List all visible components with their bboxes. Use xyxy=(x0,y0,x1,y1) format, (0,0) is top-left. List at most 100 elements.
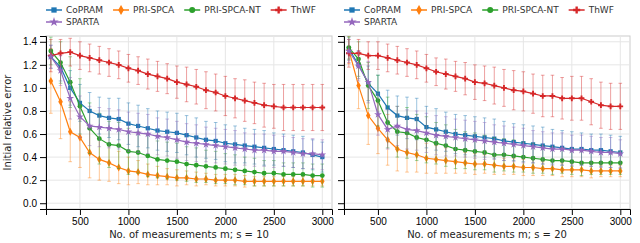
series xyxy=(345,39,624,167)
x-tick-label: 2000 xyxy=(215,216,238,227)
point xyxy=(232,95,238,101)
point xyxy=(579,95,585,101)
point xyxy=(364,78,372,85)
y-tick-mark xyxy=(338,134,344,135)
point xyxy=(578,146,586,153)
x-tick-mark xyxy=(523,209,524,215)
legend-item: PRI-SPCA xyxy=(411,5,473,15)
y-tick-label: 0.6 xyxy=(23,129,37,140)
y-tick xyxy=(338,42,344,43)
y-tick xyxy=(338,88,344,89)
point xyxy=(154,132,162,139)
point xyxy=(115,125,123,132)
x-tick-label: 3000 xyxy=(610,216,633,227)
y-tick-mark xyxy=(338,180,344,181)
y-tick-mark xyxy=(338,65,344,66)
legend-label: PRI-SPCA xyxy=(431,5,473,15)
point xyxy=(260,146,268,153)
grid-line-y xyxy=(344,64,630,65)
point xyxy=(491,83,497,89)
x-tick: 500 xyxy=(72,209,89,227)
point xyxy=(271,171,276,176)
grid-line-y xyxy=(46,180,332,181)
point xyxy=(549,145,557,152)
point xyxy=(569,95,575,101)
point xyxy=(252,100,258,106)
y-tick: 0.4 xyxy=(23,152,46,163)
grid-line-y xyxy=(46,203,332,204)
x-tick: 2000 xyxy=(513,209,536,227)
grid-line-y xyxy=(344,110,630,111)
y-tick-mark xyxy=(40,134,46,135)
y-axis xyxy=(338,37,345,210)
legend-swatch-marker xyxy=(49,17,59,26)
point xyxy=(490,138,498,145)
legend-swatch-marker xyxy=(51,7,56,12)
point xyxy=(252,170,257,175)
y-tick-mark xyxy=(338,88,344,89)
series xyxy=(346,36,622,176)
grid-line-x xyxy=(571,36,572,209)
series-line xyxy=(51,51,322,176)
y-tick xyxy=(338,203,344,204)
grid-line-y xyxy=(344,157,630,158)
x-tick-label: 3000 xyxy=(312,216,335,227)
point xyxy=(481,137,489,144)
point xyxy=(174,79,180,85)
point xyxy=(213,90,219,96)
x-tick-mark xyxy=(322,209,323,215)
x-axis: 50010001500200025003000 xyxy=(345,209,633,227)
point xyxy=(68,128,73,136)
x-axis: 50010001500200025003000 xyxy=(47,209,335,227)
point xyxy=(310,173,315,178)
x-tick-label: 1500 xyxy=(464,216,487,227)
x-tick-mark xyxy=(80,209,81,215)
y-tick-mark xyxy=(40,65,46,66)
y-tick-mark xyxy=(40,42,46,43)
series-line xyxy=(349,51,620,154)
panel: 50010001500200025003000No. of measuremen… xyxy=(338,36,632,240)
legend-item: PRI-SPCA xyxy=(113,5,175,15)
chart-svg: 500100015002000250030000.00.20.40.60.81.… xyxy=(0,0,640,243)
grid-line-y xyxy=(46,41,332,42)
x-tick-mark xyxy=(378,209,379,215)
point xyxy=(365,53,371,59)
point xyxy=(87,55,93,61)
grid xyxy=(344,36,630,209)
point xyxy=(299,150,307,157)
point xyxy=(453,74,459,80)
point xyxy=(482,80,488,86)
x-tick-label: 2500 xyxy=(561,216,584,227)
x-tick: 2500 xyxy=(263,209,286,227)
x-tick-mark xyxy=(572,209,573,215)
y-tick-mark xyxy=(338,203,344,204)
y-axis-title: Initial relative error xyxy=(2,74,13,171)
point xyxy=(607,148,615,155)
point xyxy=(501,85,507,91)
point xyxy=(540,93,546,99)
y-tick: 1.2 xyxy=(23,60,46,71)
x-axis-title: No. of measurements m; s = 10 xyxy=(109,229,269,240)
point xyxy=(57,67,65,74)
point xyxy=(155,157,160,162)
x-tick: 2000 xyxy=(215,209,238,227)
point xyxy=(597,148,605,155)
x-axis-line xyxy=(345,210,631,216)
point xyxy=(173,136,181,143)
point xyxy=(86,122,94,129)
series xyxy=(49,45,325,172)
point xyxy=(183,138,191,145)
point xyxy=(385,55,391,61)
grid-line-y xyxy=(46,87,332,88)
panel: 500100015002000250030000.00.20.40.60.81.… xyxy=(2,36,334,240)
point xyxy=(261,102,267,108)
y-tick-mark xyxy=(338,42,344,43)
legend-swatch-marker xyxy=(487,7,493,13)
x-tick-mark xyxy=(225,209,226,215)
y-tick-label: 0.8 xyxy=(23,106,37,117)
point xyxy=(520,142,528,149)
grid-line-y xyxy=(344,203,630,204)
y-tick: 0.8 xyxy=(23,106,46,117)
x-tick-mark xyxy=(274,209,275,215)
x-tick-mark xyxy=(128,209,129,215)
